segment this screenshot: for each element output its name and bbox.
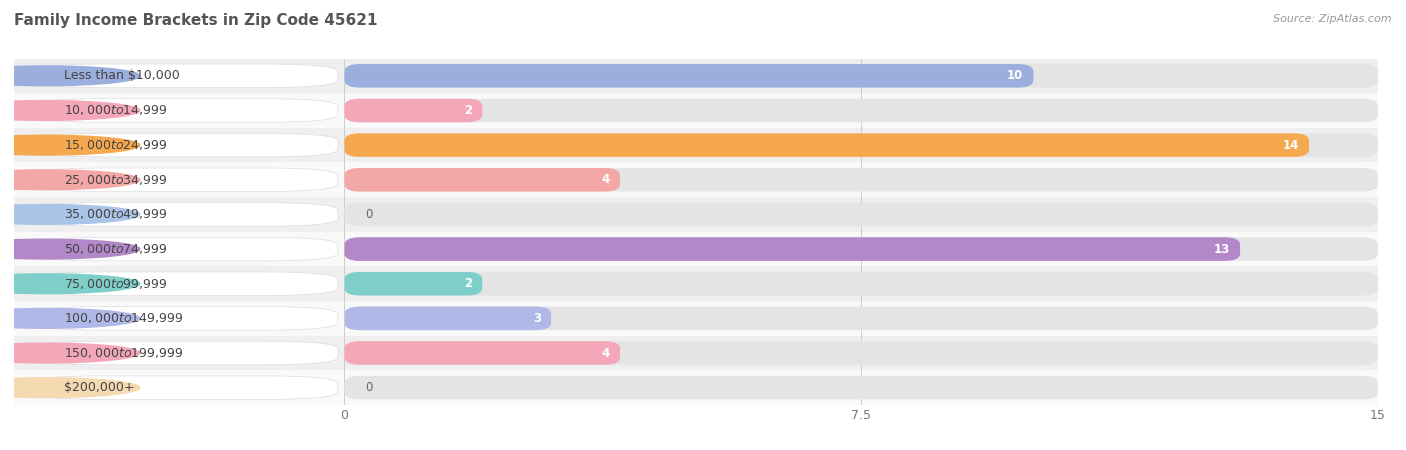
FancyBboxPatch shape — [344, 341, 1378, 365]
FancyBboxPatch shape — [31, 306, 337, 330]
Bar — [14, 266, 344, 301]
Text: $25,000 to $34,999: $25,000 to $34,999 — [63, 173, 167, 187]
FancyBboxPatch shape — [344, 306, 551, 330]
Bar — [344, 370, 1378, 405]
Text: $10,000 to $14,999: $10,000 to $14,999 — [63, 104, 167, 117]
FancyBboxPatch shape — [344, 168, 620, 192]
FancyBboxPatch shape — [344, 64, 1033, 88]
FancyBboxPatch shape — [344, 376, 1378, 400]
FancyBboxPatch shape — [344, 341, 620, 365]
Bar — [344, 301, 1378, 336]
FancyBboxPatch shape — [344, 272, 482, 296]
FancyBboxPatch shape — [344, 237, 1378, 261]
Circle shape — [0, 170, 139, 189]
Bar — [344, 93, 1378, 128]
FancyBboxPatch shape — [344, 168, 1378, 192]
Text: $100,000 to $149,999: $100,000 to $149,999 — [63, 311, 183, 325]
Text: 14: 14 — [1282, 139, 1299, 152]
FancyBboxPatch shape — [344, 99, 1378, 122]
Circle shape — [0, 101, 139, 120]
FancyBboxPatch shape — [31, 99, 337, 122]
Bar — [14, 232, 344, 266]
Bar — [344, 162, 1378, 197]
Text: Family Income Brackets in Zip Code 45621: Family Income Brackets in Zip Code 45621 — [14, 14, 378, 28]
Text: $200,000+: $200,000+ — [63, 381, 134, 394]
Bar — [344, 266, 1378, 301]
Bar — [344, 232, 1378, 266]
Text: $50,000 to $74,999: $50,000 to $74,999 — [63, 242, 167, 256]
Circle shape — [0, 66, 139, 86]
Text: $75,000 to $99,999: $75,000 to $99,999 — [63, 277, 167, 291]
FancyBboxPatch shape — [31, 272, 337, 296]
Bar — [14, 58, 344, 93]
FancyBboxPatch shape — [31, 376, 337, 400]
Circle shape — [0, 309, 139, 328]
FancyBboxPatch shape — [344, 133, 1378, 157]
Bar — [14, 128, 344, 162]
Bar — [14, 162, 344, 197]
Circle shape — [0, 274, 139, 293]
FancyBboxPatch shape — [31, 64, 337, 88]
FancyBboxPatch shape — [31, 341, 337, 365]
Text: $35,000 to $49,999: $35,000 to $49,999 — [63, 207, 167, 221]
Bar — [344, 336, 1378, 370]
Bar — [14, 336, 344, 370]
Circle shape — [0, 205, 139, 224]
Text: 4: 4 — [602, 346, 610, 360]
FancyBboxPatch shape — [344, 306, 1378, 330]
FancyBboxPatch shape — [344, 99, 482, 122]
Text: 3: 3 — [533, 312, 541, 325]
FancyBboxPatch shape — [344, 272, 1378, 296]
Text: Less than $10,000: Less than $10,000 — [63, 69, 180, 82]
Circle shape — [0, 135, 139, 155]
FancyBboxPatch shape — [344, 133, 1309, 157]
Bar — [14, 301, 344, 336]
Bar — [344, 197, 1378, 232]
Text: 0: 0 — [366, 208, 373, 221]
Text: $150,000 to $199,999: $150,000 to $199,999 — [63, 346, 183, 360]
Bar — [344, 58, 1378, 93]
Bar — [14, 370, 344, 405]
Text: Source: ZipAtlas.com: Source: ZipAtlas.com — [1274, 14, 1392, 23]
Circle shape — [0, 239, 139, 259]
Text: 0: 0 — [366, 381, 373, 394]
Text: 2: 2 — [464, 104, 472, 117]
Text: 4: 4 — [602, 173, 610, 186]
FancyBboxPatch shape — [344, 237, 1240, 261]
FancyBboxPatch shape — [344, 64, 1378, 88]
Text: 2: 2 — [464, 277, 472, 290]
FancyBboxPatch shape — [344, 202, 1378, 226]
FancyBboxPatch shape — [31, 168, 337, 192]
Circle shape — [0, 378, 139, 397]
FancyBboxPatch shape — [31, 202, 337, 226]
Bar — [14, 197, 344, 232]
Text: 10: 10 — [1007, 69, 1024, 82]
Text: 13: 13 — [1213, 243, 1230, 256]
Circle shape — [0, 343, 139, 363]
Bar — [14, 93, 344, 128]
Text: $15,000 to $24,999: $15,000 to $24,999 — [63, 138, 167, 152]
Bar — [344, 128, 1378, 162]
FancyBboxPatch shape — [31, 237, 337, 261]
FancyBboxPatch shape — [31, 133, 337, 157]
